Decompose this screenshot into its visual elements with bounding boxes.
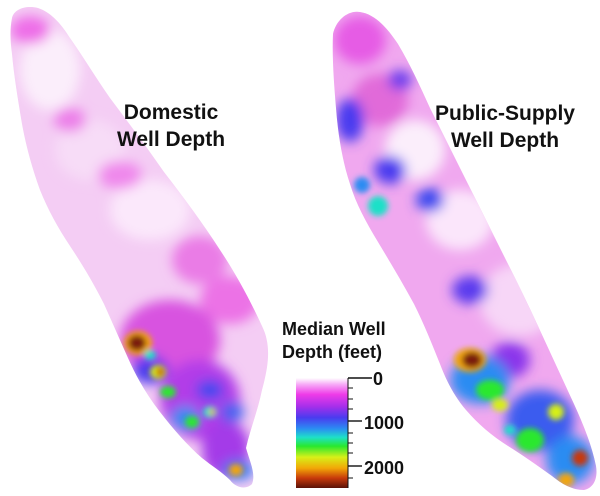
legend-color-bar: [296, 378, 348, 488]
legend-tick-label-1000: 1000: [364, 413, 405, 433]
legend-tick-label-0: 0: [373, 369, 384, 389]
public-supply-title-line1: Public-Supply: [434, 102, 575, 125]
domestic-well-depth-map: [10, 7, 269, 488]
domestic-title-line2: Well Depth: [116, 128, 226, 151]
legend-major-ticks: [348, 377, 372, 467]
legend-minor-ticks: [348, 387, 353, 479]
public-supply-map-title: Public-Supply Well Depth: [410, 100, 600, 154]
domestic-map-title: Domestic Well Depth: [96, 99, 246, 153]
legend-title: Median Well Depth (feet): [282, 318, 414, 364]
public-supply-title-line2: Well Depth: [450, 129, 560, 152]
legend-title-line2: Depth (feet): [282, 342, 382, 362]
legend-title-line1: Median Well: [282, 319, 386, 339]
depth-legend: [296, 377, 372, 488]
domestic-title-line1: Domestic: [123, 101, 219, 124]
legend-tick-label-2000: 2000: [364, 458, 405, 478]
